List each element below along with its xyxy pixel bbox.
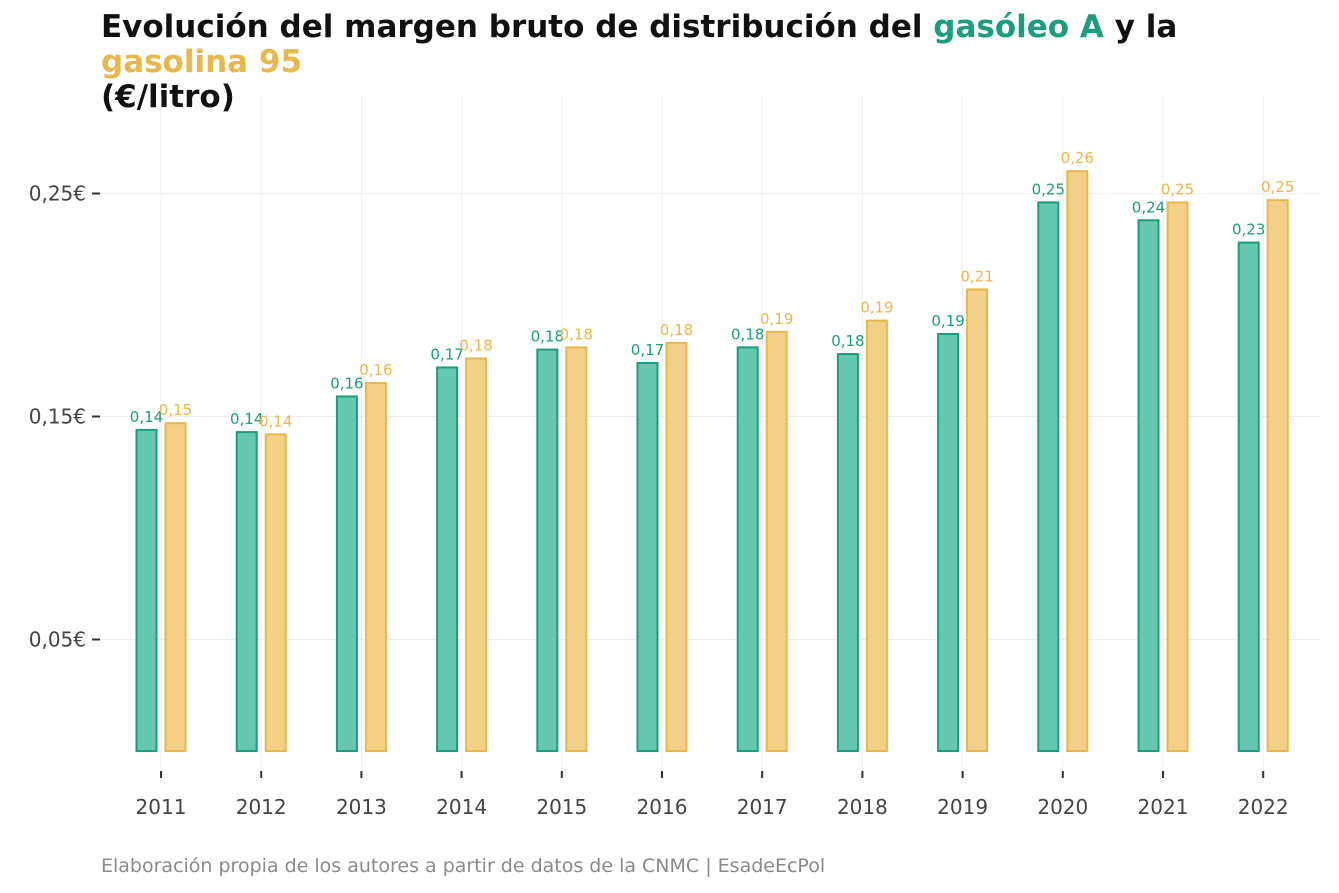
bar-gasolina-2014 <box>465 357 488 752</box>
data-label-gasolina-2017: 0,19 <box>760 310 793 328</box>
data-label-gasolina-2021: 0,25 <box>1161 180 1194 198</box>
x-tick-label: 2019 <box>937 795 988 819</box>
x-tick-label: 2020 <box>1037 795 1088 819</box>
bar-gasolina-2021 <box>1166 201 1189 753</box>
bar-gasoleo-2021 <box>1137 219 1160 752</box>
data-label-gasolina-2020: 0,26 <box>1061 149 1094 167</box>
y-tick-label: 0,05€ <box>29 628 86 652</box>
title-prefix: Evolución del margen bruto de distribuci… <box>101 9 923 45</box>
y-tick-label: 0,15€ <box>29 405 86 429</box>
x-tick-label: 2012 <box>236 795 287 819</box>
data-label-gasolina-2016: 0,18 <box>660 321 693 339</box>
data-label-gasoleo-2022: 0,23 <box>1232 221 1265 239</box>
data-label-gasoleo-2019: 0,19 <box>931 312 964 330</box>
bar-gasolina-2017 <box>765 330 788 752</box>
data-label-gasoleo-2018: 0,18 <box>831 332 864 350</box>
bar-gasoleo-2017 <box>736 346 759 752</box>
data-label-gasolina-2022: 0,25 <box>1261 178 1294 196</box>
x-tick-label: 2015 <box>536 795 587 819</box>
data-label-gasoleo-2015: 0,18 <box>531 328 564 346</box>
bar-gasoleo-2015 <box>536 348 559 752</box>
bar-gasoleo-2014 <box>436 366 459 752</box>
bar-gasolina-2022 <box>1266 199 1289 752</box>
x-tick-label: 2011 <box>136 795 187 819</box>
title-suffix: (€/litro) <box>101 79 235 115</box>
bar-gasolina-2016 <box>665 341 688 752</box>
x-tick-label: 2014 <box>436 795 487 819</box>
bar-gasoleo-2020 <box>1037 201 1060 753</box>
x-tick-label: 2017 <box>737 795 788 819</box>
y-tick-label: 0,25€ <box>29 182 86 206</box>
x-tick-label: 2018 <box>837 795 888 819</box>
data-label-gasolina-2011: 0,15 <box>159 401 192 419</box>
title-middle: y la <box>1114 9 1178 45</box>
data-label-gasoleo-2013: 0,16 <box>330 374 363 392</box>
bar-gasolina-2012 <box>264 433 287 752</box>
bar-gasolina-2018 <box>865 319 888 752</box>
bar-gasoleo-2011 <box>135 428 158 752</box>
data-label-gasolina-2015: 0,18 <box>560 325 593 343</box>
data-label-gasoleo-2016: 0,17 <box>631 341 664 359</box>
bar-gasoleo-2019 <box>937 332 960 752</box>
bar-gasoleo-2012 <box>235 431 258 752</box>
x-tick-label: 2016 <box>637 795 688 819</box>
data-label-gasoleo-2017: 0,18 <box>731 325 764 343</box>
data-label-gasoleo-2011: 0,14 <box>130 408 163 426</box>
data-label-gasoleo-2012: 0,14 <box>230 410 263 428</box>
x-tick-label: 2021 <box>1138 795 1189 819</box>
chart-title: Evolución del margen bruto de distribuci… <box>101 10 1331 115</box>
bar-gasoleo-2018 <box>836 353 859 752</box>
data-label-gasolina-2013: 0,16 <box>359 361 392 379</box>
data-label-gasolina-2012: 0,14 <box>259 412 292 430</box>
title-series-gasolina: gasolina 95 <box>101 44 303 80</box>
bar-gasolina-2013 <box>364 382 387 752</box>
bar-gasoleo-2013 <box>335 395 358 752</box>
x-tick-label: 2013 <box>336 795 387 819</box>
data-label-gasoleo-2021: 0,24 <box>1132 198 1165 216</box>
bar-gasolina-2020 <box>1066 170 1089 752</box>
data-label-gasolina-2014: 0,18 <box>459 337 492 355</box>
data-label-gasoleo-2014: 0,17 <box>430 345 463 363</box>
bar-gasoleo-2016 <box>636 361 659 752</box>
bar-gasolina-2011 <box>164 422 187 752</box>
source-caption: Elaboración propia de los autores a part… <box>101 855 826 877</box>
bar-gasolina-2015 <box>565 346 588 752</box>
x-tick-label: 2022 <box>1238 795 1289 819</box>
data-label-gasoleo-2020: 0,25 <box>1032 180 1065 198</box>
title-series-gasoleo: gasóleo A <box>933 9 1104 45</box>
data-label-gasolina-2018: 0,19 <box>860 299 893 317</box>
bar-gasolina-2019 <box>966 288 989 752</box>
bar-gasoleo-2022 <box>1237 241 1260 752</box>
data-label-gasolina-2019: 0,21 <box>960 267 993 285</box>
